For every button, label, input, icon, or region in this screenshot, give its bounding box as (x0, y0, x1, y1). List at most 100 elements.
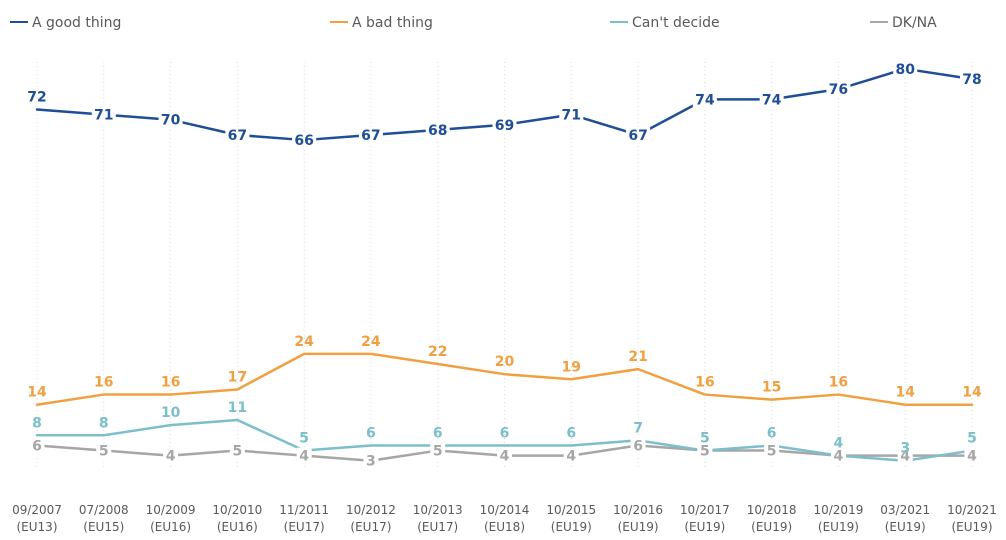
data-label-bg-3-8 (563, 447, 579, 465)
data-label-0-5: 67 (361, 128, 380, 144)
data-label-bg-3-5 (363, 452, 379, 470)
data-label-3-2: 4 (166, 449, 176, 465)
data-label-2-12: 4 (834, 436, 844, 452)
data-label-bg-0-9 (626, 126, 651, 144)
data-label-bg-3-10 (697, 442, 713, 460)
data-label-1-14: 14 (962, 385, 982, 401)
x-tick-sublabel-10: (EU19) (684, 520, 725, 534)
x-tick-label-3: 10/2010 (212, 503, 262, 517)
data-label-bg-0-11 (759, 91, 784, 109)
data-label-bg-0-1 (91, 106, 116, 124)
data-label-0-13: 80 (895, 62, 915, 78)
legend-entry-0: A good thing (32, 15, 121, 31)
x-axis: 09/2007 (EU13) 07/2008 (EU15) 10/2009 (EU16) 1… (12, 503, 997, 534)
data-label-2-5: 6 (366, 425, 376, 441)
x-tick-label-8: 10/2015 (546, 503, 596, 517)
x-tick-label-1: 07/2008 (79, 503, 129, 517)
x-tick-label-2: 10/2009 (146, 503, 196, 517)
data-label-bg-3-9 (630, 437, 646, 455)
x-tick-label-5: 10/2012 (346, 503, 396, 517)
x-tick-sublabel-7: (EU18) (484, 520, 525, 534)
x-tick-sublabel-12: (EU19) (818, 520, 859, 534)
data-label-bg-3-7 (497, 447, 512, 465)
data-label-2-3: 11 (228, 400, 247, 416)
data-label-bg-0-14 (960, 70, 984, 88)
x-tick-label-12: 10/2019 (813, 503, 863, 517)
data-label-0-8: 71 (562, 108, 581, 124)
series-line-1 (35, 352, 974, 406)
data-label-bg-3-1 (96, 442, 112, 460)
data-label-bg-3-2 (163, 447, 179, 465)
data-label-bg-3-6 (430, 442, 446, 460)
x-tick-sublabel-14: (EU19) (952, 520, 993, 534)
x-tick-label-9: 10/2016 (613, 503, 663, 517)
data-label-bg-3-12 (830, 447, 846, 465)
x-tick-label-11: 10/2018 (747, 503, 797, 517)
data-label-bg-0-10 (692, 91, 717, 109)
data-label-2-8: 6 (566, 425, 576, 441)
data-label-bg-3-14 (964, 447, 980, 465)
x-tick-sublabel-9: (EU19) (618, 520, 659, 534)
data-label-0-9: 67 (628, 128, 647, 144)
data-label-bg-0-7 (492, 116, 517, 134)
data-label-2-9: 7 (633, 420, 643, 436)
x-tick-sublabel-0: (EU13) (17, 520, 58, 534)
data-label-2-11: 6 (767, 425, 777, 441)
data-label-3-8: 4 (566, 449, 576, 465)
data-label-3-11: 5 (767, 444, 777, 460)
data-label-bg-3-3 (229, 442, 245, 460)
x-tick-sublabel-13: (EU19) (885, 520, 926, 534)
data-label-2-10: 5 (700, 431, 710, 447)
legend-entry-3: DK/NA (892, 15, 937, 31)
x-tick-sublabel-5: (EU17) (350, 520, 391, 534)
data-label-3-12: 4 (834, 449, 844, 465)
data-label-0-1: 71 (94, 108, 113, 124)
data-label-1-8: 19 (562, 359, 581, 375)
data-label-0-0: 72 (27, 90, 46, 106)
data-label-3-9: 6 (633, 438, 643, 454)
data-label-bg-0-8 (559, 106, 584, 124)
x-tick-label-13: 03/2021 (880, 503, 930, 517)
legend-entry-1: A bad thing (352, 15, 433, 31)
data-label-1-5: 24 (361, 334, 381, 350)
data-label-1-3: 17 (228, 369, 247, 385)
data-label-2-0: 8 (32, 415, 42, 431)
data-label-1-1: 16 (94, 375, 113, 391)
data-label-bg-3-11 (764, 442, 780, 460)
data-label-bg-3-4 (296, 447, 312, 465)
data-label-3-13: 4 (900, 449, 910, 465)
x-tick-sublabel-11: (EU19) (751, 520, 792, 534)
data-label-1-12: 16 (829, 375, 848, 391)
data-label-1-9: 21 (628, 349, 647, 365)
x-tick-label-14: 10/2021 (947, 503, 997, 517)
data-label-bg-0-5 (358, 126, 383, 144)
data-label-2-2: 10 (161, 405, 181, 421)
data-label-1-7: 20 (495, 354, 515, 370)
x-tick-label-10: 10/2017 (680, 503, 730, 517)
data-label-2-1: 8 (99, 415, 109, 431)
data-label-1-4: 24 (294, 334, 314, 350)
data-label-3-4: 4 (299, 449, 309, 465)
data-label-0-10: 74 (695, 92, 715, 108)
legend: A good thing A bad thing Can't decide DK/NA (10, 15, 937, 31)
data-label-0-3: 67 (228, 128, 247, 144)
data-label-1-6: 22 (428, 344, 447, 360)
data-label-bg-0-13 (893, 60, 918, 78)
x-tick-sublabel-8: (EU19) (551, 520, 592, 534)
x-tick-sublabel-3: (EU16) (217, 520, 258, 534)
x-tick-sublabel-1: (EU15) (83, 520, 124, 534)
data-label-3-0: 6 (32, 438, 42, 454)
data-label-bg-0-12 (826, 81, 851, 99)
legend-entry-2: Can't decide (632, 15, 720, 31)
data-label-2-4: 5 (299, 431, 309, 447)
data-label-3-7: 4 (500, 449, 510, 465)
data-label-bg-0-3 (225, 126, 250, 144)
data-label-2-7: 6 (500, 425, 510, 441)
data-label-0-12: 76 (829, 82, 848, 98)
data-label-0-4: 66 (294, 133, 313, 149)
data-label-3-3: 5 (232, 444, 242, 460)
data-label-3-5: 3 (366, 454, 376, 470)
x-tick-sublabel-2: (EU16) (150, 520, 191, 534)
data-label-1-2: 16 (161, 375, 180, 391)
